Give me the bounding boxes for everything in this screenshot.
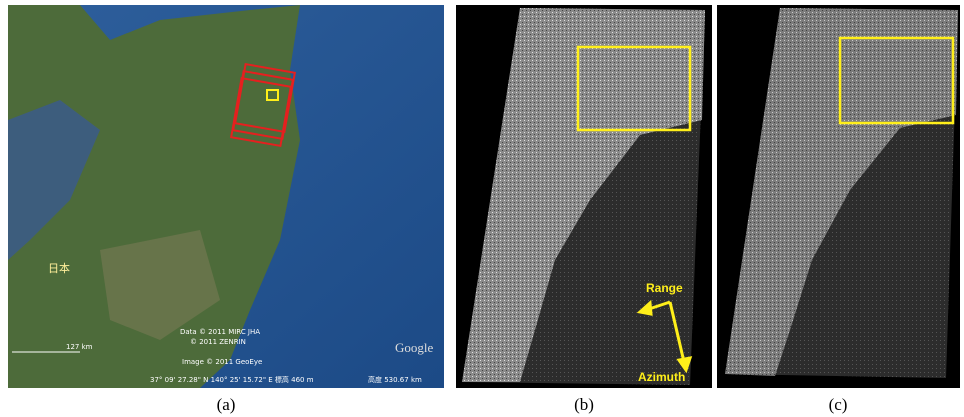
coordinates: 37° 09' 27.28" N 140° 25' 15.72" E 標高 46… bbox=[150, 375, 314, 384]
panel-c bbox=[717, 5, 960, 388]
azimuth-label: Azimuth bbox=[638, 370, 685, 384]
panel-a: 日本 Data © 2011 MIRC JHA © 2011 ZENRIN Im… bbox=[8, 5, 444, 388]
range-label: Range bbox=[646, 281, 683, 295]
caption: (c) bbox=[829, 395, 848, 414]
place-label: 日本 bbox=[48, 261, 70, 275]
altitude: 高度 530.67 km bbox=[368, 375, 422, 384]
attribution: Data © 2011 MIRC JHA bbox=[180, 328, 260, 336]
attribution: © 2011 ZENRIN bbox=[190, 338, 246, 346]
caption: (a) bbox=[217, 395, 236, 414]
logo: Google bbox=[395, 340, 434, 355]
caption: (b) bbox=[574, 395, 594, 414]
attribution: Image © 2011 GeoEye bbox=[182, 358, 262, 366]
panel-b: Range Azimuth bbox=[456, 5, 712, 388]
scale-label: 127 km bbox=[66, 343, 93, 351]
figure: 日本 Data © 2011 MIRC JHA © 2011 ZENRIN Im… bbox=[0, 0, 964, 417]
